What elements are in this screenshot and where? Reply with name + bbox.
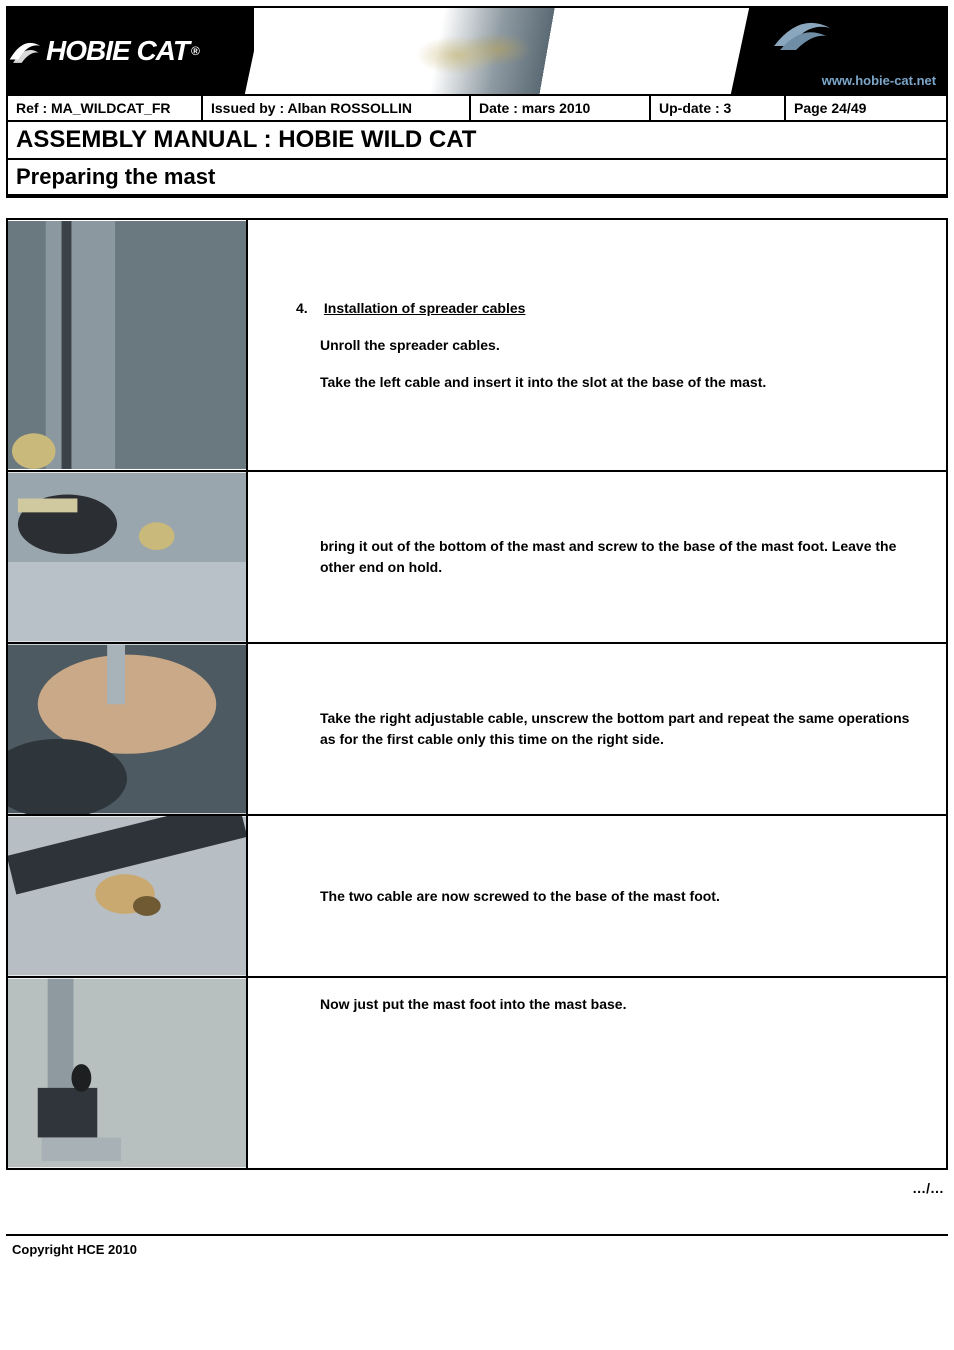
step1-line1: Unroll the spreader cables. bbox=[296, 335, 926, 356]
continuation-marker: …/… bbox=[0, 1176, 954, 1198]
meta-page: Page 24/49 bbox=[786, 96, 946, 120]
header-banner: HOBIE CAT ® www.hobie-cat.net bbox=[8, 8, 946, 94]
step1-number: 4. bbox=[296, 298, 320, 319]
step1-image bbox=[8, 220, 246, 470]
step-text-cell: Take the right adjustable cable, unscrew… bbox=[247, 643, 947, 815]
step1-title: Installation of spreader cables bbox=[324, 300, 526, 316]
brand-swoosh-icon bbox=[8, 34, 42, 68]
step-text-cell: The two cable are now screwed to the bas… bbox=[247, 815, 947, 977]
meta-date: Date : mars 2010 bbox=[471, 96, 651, 120]
brand-right-swoosh-icon bbox=[772, 12, 832, 52]
step-image-cell bbox=[7, 643, 247, 815]
meta-ref: Ref : MA_WILDCAT_FR bbox=[8, 96, 203, 120]
step-image-cell bbox=[7, 471, 247, 643]
step5-image bbox=[8, 978, 246, 1168]
banner-mid-photo bbox=[254, 8, 740, 94]
step2-text: bring it out of the bottom of the mast a… bbox=[268, 536, 926, 578]
table-row: The two cable are now screwed to the bas… bbox=[7, 815, 947, 977]
table-row: bring it out of the bottom of the mast a… bbox=[7, 471, 947, 643]
step1-block: 4. Installation of spreader cables Unrol… bbox=[268, 298, 926, 393]
steps-table: 4. Installation of spreader cables Unrol… bbox=[6, 218, 948, 1170]
brand-block-right: www.hobie-cat.net bbox=[731, 8, 946, 94]
step4-image bbox=[8, 816, 246, 976]
doc-title: ASSEMBLY MANUAL : HOBIE WILD CAT bbox=[8, 120, 946, 158]
page-frame: HOBIE CAT ® www.hobie-cat.net Ref : MA_W… bbox=[6, 6, 948, 198]
step-image-cell bbox=[7, 219, 247, 471]
step2-image bbox=[8, 472, 246, 642]
brand-suffix: ® bbox=[191, 44, 199, 58]
brand-url: www.hobie-cat.net bbox=[821, 73, 935, 88]
step-text-cell: bring it out of the bottom of the mast a… bbox=[247, 471, 947, 643]
table-row: 4. Installation of spreader cables Unrol… bbox=[7, 219, 947, 471]
brand-logo-inner: HOBIE CAT ® bbox=[8, 34, 199, 68]
table-row: Now just put the mast foot into the mast… bbox=[7, 977, 947, 1169]
table-row: Take the right adjustable cable, unscrew… bbox=[7, 643, 947, 815]
meta-issued: Issued by : Alban ROSSOLLIN bbox=[203, 96, 471, 120]
step-image-cell bbox=[7, 815, 247, 977]
step4-text: The two cable are now screwed to the bas… bbox=[268, 886, 926, 907]
meta-row: Ref : MA_WILDCAT_FR Issued by : Alban RO… bbox=[8, 94, 946, 120]
footer-copyright: Copyright HCE 2010 bbox=[6, 1236, 948, 1265]
step-image-cell bbox=[7, 977, 247, 1169]
doc-subtitle: Preparing the mast bbox=[8, 158, 946, 196]
meta-update: Up-date : 3 bbox=[651, 96, 786, 120]
step5-text: Now just put the mast foot into the mast… bbox=[268, 994, 926, 1015]
brand-logo-left: HOBIE CAT ® bbox=[8, 8, 263, 94]
step-text-cell: Now just put the mast foot into the mast… bbox=[247, 977, 947, 1169]
step-text-cell: 4. Installation of spreader cables Unrol… bbox=[247, 219, 947, 471]
step3-text: Take the right adjustable cable, unscrew… bbox=[268, 708, 926, 750]
brand-text: HOBIE CAT bbox=[46, 35, 189, 67]
step1-line2: Take the left cable and insert it into t… bbox=[296, 372, 926, 393]
step3-image bbox=[8, 644, 246, 814]
